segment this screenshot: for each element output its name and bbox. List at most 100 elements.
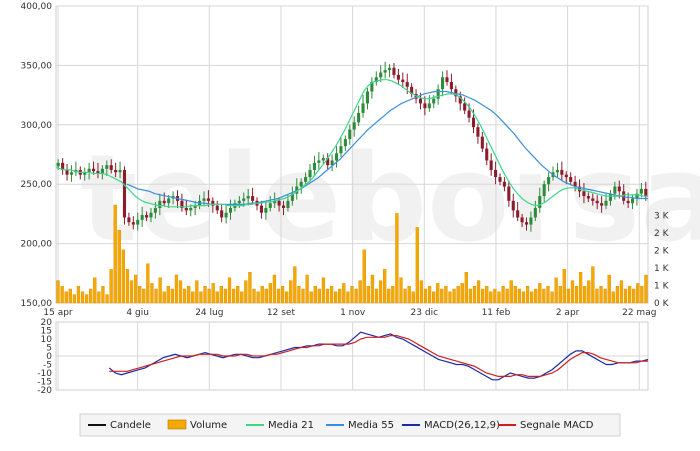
volume-tick-label: 1 K bbox=[654, 264, 670, 274]
volume-bar bbox=[591, 266, 595, 304]
volume-bar bbox=[440, 288, 444, 304]
candle-body bbox=[242, 198, 246, 201]
volume-bar bbox=[509, 280, 513, 304]
price-tick-label: 400,00 bbox=[21, 2, 53, 12]
legend-box bbox=[79, 413, 621, 437]
candle-body bbox=[427, 103, 431, 109]
macd-tick-label: 0 bbox=[46, 352, 52, 362]
candle-body bbox=[131, 222, 135, 225]
candle-body bbox=[153, 207, 157, 213]
candle-body bbox=[96, 171, 100, 174]
volume-bar bbox=[366, 286, 370, 304]
ma21-line bbox=[55, 79, 648, 208]
volume-bar bbox=[489, 291, 493, 304]
volume-bar bbox=[346, 291, 350, 304]
candle-body bbox=[604, 200, 608, 206]
volume-bar bbox=[411, 291, 415, 304]
macd-tick-label: -10 bbox=[37, 369, 52, 379]
price-tick-label: 200,00 bbox=[21, 240, 53, 250]
candle-body bbox=[564, 174, 568, 178]
candle-body bbox=[374, 77, 378, 83]
legend-label: MACD(26,12,9) bbox=[424, 420, 500, 431]
candle-body bbox=[533, 207, 537, 218]
candle-body bbox=[454, 89, 458, 97]
volume-bar bbox=[607, 274, 611, 304]
volume-bar bbox=[203, 286, 207, 304]
candle-body bbox=[114, 169, 118, 173]
candle-body bbox=[600, 203, 604, 206]
volume-bar bbox=[419, 280, 424, 304]
x-tick-label: 2 apr bbox=[556, 308, 580, 318]
x-tick-label: 15 apr bbox=[43, 308, 73, 318]
volume-bar bbox=[570, 280, 575, 304]
volume-bar bbox=[387, 288, 391, 304]
volume-bar bbox=[227, 277, 232, 304]
volume-bar bbox=[93, 277, 97, 304]
volume-axis: 0 K 1 K 1 K 2 K 2 K 3 K bbox=[654, 212, 670, 310]
volume-bar bbox=[138, 286, 142, 304]
volume-tick-label: 2 K bbox=[654, 247, 670, 257]
volume-bar bbox=[644, 274, 648, 304]
volume-bar bbox=[174, 274, 179, 304]
candle-body bbox=[511, 200, 515, 211]
candle-body bbox=[330, 160, 334, 166]
candle-body bbox=[326, 158, 330, 166]
volume-bar bbox=[219, 286, 223, 304]
macd-series-line bbox=[109, 335, 648, 377]
candle-body bbox=[524, 222, 529, 225]
x-tick-label: 1 nov bbox=[340, 308, 366, 318]
volume-bar bbox=[268, 283, 272, 304]
legend-swatch bbox=[167, 419, 187, 430]
candle-body bbox=[365, 91, 370, 104]
volume-bar bbox=[113, 204, 117, 304]
volume-bar bbox=[378, 280, 383, 304]
macd-tick-label: 5 bbox=[46, 344, 52, 354]
candle-body bbox=[617, 186, 621, 192]
volume-bar bbox=[501, 286, 505, 304]
volume-bar bbox=[460, 283, 464, 304]
volume-bar bbox=[395, 213, 399, 304]
volume-bar bbox=[80, 291, 85, 304]
macd-tick-label: -5 bbox=[43, 361, 52, 371]
volume-bar bbox=[313, 286, 317, 304]
volume-bar bbox=[546, 286, 550, 304]
candle-body bbox=[635, 193, 639, 199]
volume-bar bbox=[297, 286, 301, 304]
candle-body bbox=[463, 103, 467, 111]
candle-body bbox=[507, 186, 511, 201]
candle-body bbox=[184, 207, 188, 211]
volume-bar bbox=[448, 291, 452, 304]
candle-body bbox=[140, 215, 144, 220]
volume-bar bbox=[623, 288, 628, 304]
candle-body bbox=[100, 168, 104, 174]
candle-body bbox=[555, 169, 559, 173]
x-tick-label: 11 feb bbox=[482, 308, 511, 318]
candle-body bbox=[149, 212, 153, 218]
volume-bar bbox=[317, 288, 321, 304]
candle-body bbox=[441, 77, 445, 90]
x-tick-label: 24 lug bbox=[195, 308, 223, 318]
candle-body bbox=[458, 96, 462, 104]
volume-bar bbox=[121, 249, 126, 304]
volume-bar bbox=[97, 291, 101, 304]
candle-body bbox=[357, 112, 361, 123]
legend-label: Candele bbox=[110, 420, 151, 431]
volume-bar bbox=[358, 280, 362, 304]
volume-bar bbox=[166, 286, 170, 304]
candle-body bbox=[162, 200, 166, 204]
volume-bar bbox=[456, 286, 460, 304]
legend: Candele Volume Media 21 Media 55 MACD(26,12,… bbox=[79, 413, 621, 437]
candle-body bbox=[471, 117, 476, 128]
volume-bar bbox=[264, 288, 268, 304]
volume-bar bbox=[407, 286, 411, 304]
volume-bar bbox=[558, 286, 562, 304]
candle-body bbox=[410, 86, 414, 94]
volume-bar bbox=[105, 294, 109, 304]
volume-bar bbox=[215, 291, 219, 304]
volume-bar bbox=[566, 288, 571, 304]
candle-body bbox=[405, 82, 409, 87]
volume-bar bbox=[578, 272, 583, 304]
candle-body bbox=[449, 82, 453, 90]
